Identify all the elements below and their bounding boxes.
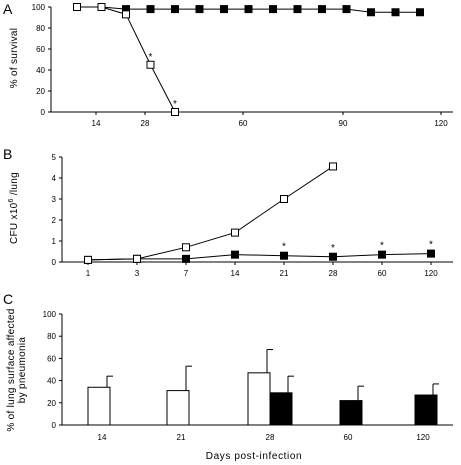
panel-c-y-tick-label: 100 [43, 310, 57, 319]
panel-a-y-tick-label: 0 [41, 108, 46, 117]
panel-b-series-1-point [182, 243, 190, 252]
panel-c-y-tick-label: 0 [52, 421, 57, 430]
panel-c-y-tick-label: 20 [47, 399, 56, 408]
panel-b-plot: 0 1 2 3 4 5 1 3 7 14 21 28 60 120 * * * * [52, 153, 453, 278]
panel-c-bar [87, 386, 111, 426]
panel-a-series-0-point [391, 8, 400, 17]
panel-b-ylabel: CFU x106 /lung [8, 172, 20, 244]
panel-c-bar [414, 394, 438, 426]
panel-b-x-tick-label: 21 [280, 269, 289, 278]
panel-b-significance-star: * [331, 243, 335, 254]
panel-b-y-tick-label: 1 [52, 237, 57, 246]
panel-a-y-tick-label: 80 [36, 24, 45, 33]
panel-c-plot: 0 20 40 60 80 100 14 21 28 60 120 [43, 310, 453, 442]
panel-a-series-0-point [367, 8, 375, 17]
panel-a-series-0-point [416, 8, 424, 17]
x-axis-label: Days post-infection [206, 451, 302, 462]
panel-b-series-0-point [427, 249, 435, 258]
panel-b-series-1-point [231, 228, 239, 237]
panel-a-series-1-point [122, 10, 130, 19]
panel-c-y-tick-label: 40 [47, 377, 56, 386]
panel-a-series-1-point [73, 3, 81, 11]
panel-a-letter: A [3, 1, 13, 17]
panel-b-series-0-point [378, 250, 386, 259]
panel-a-series-0-point [195, 5, 204, 14]
panel-b-x-tick-label: 7 [184, 269, 189, 278]
panel-b-series-1-point [329, 162, 337, 171]
panel-c-bar [166, 390, 190, 426]
panel-a-x-tick-label: 120 [434, 119, 448, 128]
panel-a-series-1-point [171, 108, 179, 116]
panel-b-x-tick-label: 120 [424, 269, 438, 278]
panel-b-significance-star: * [282, 242, 286, 253]
panel-a-x-tick-label: 90 [339, 119, 348, 128]
panel-c-bar [247, 372, 271, 426]
panel-c-x-tick-label: 60 [344, 433, 353, 442]
panel-b-y-tick-label: 5 [52, 153, 57, 162]
panel-a-series-1-line [77, 6, 176, 113]
panel-a-x-tick-label: 14 [92, 119, 101, 128]
panel-a-y-tick-label: 100 [32, 3, 46, 12]
panel-a-x-tick-label: 60 [239, 119, 248, 128]
panel-c-letter: C [3, 291, 13, 307]
panel-a-series-0-point [269, 5, 277, 14]
panel-a-significance-star: * [149, 52, 153, 63]
panel-a-y-tick-label: 40 [36, 66, 45, 75]
panel-b-series-0-point [182, 254, 190, 263]
panel-b-x-tick-label: 14 [231, 269, 240, 278]
panel-b-y-tick-label: 2 [52, 216, 57, 225]
panel-c-y-tick-label: 60 [47, 354, 56, 363]
panel-a-series-0-point [342, 5, 351, 14]
panel-c-x-tick-label: 28 [266, 433, 275, 442]
panel-a-series-0-point [318, 5, 326, 14]
panel-a-series-0-point [293, 5, 302, 14]
superscript: 6 [8, 198, 15, 202]
panel-b-series-0-line [87, 253, 432, 261]
panel-b-y-tick-label: 4 [52, 174, 57, 183]
panel-c-bar [339, 400, 363, 426]
panel-a-series-1-point [97, 3, 106, 11]
panel-b-x-tick-label: 60 [378, 269, 387, 278]
panel-b-x-tick-label: 1 [86, 269, 91, 278]
panel-b-x-tick-label: 3 [135, 269, 140, 278]
panel-c-ylabel-line1: % of lung surface affected [6, 308, 17, 431]
panel-b-series-0-point [231, 250, 239, 259]
panel-c-y-tick-label: 80 [47, 332, 56, 341]
panel-b-series-1-line [87, 166, 334, 261]
panel-c-x-tick-label: 120 [416, 433, 430, 442]
panel-c-bar [269, 392, 293, 426]
panel-a-x-tick-label: 28 [141, 119, 150, 128]
panel-b-letter: B [3, 146, 12, 162]
panel-a-plot: 0 20 40 60 80 100 14 28 60 90 120 * * [32, 3, 453, 128]
panel-a-series-0-point [244, 5, 253, 14]
panel-b-y-tick-label: 3 [52, 195, 57, 204]
panel-a-series-1-point [146, 60, 155, 69]
panel-a-y-tick-label: 20 [36, 87, 45, 96]
panel-a-series-0-point [146, 5, 155, 14]
panel-a-series-0-point [220, 5, 228, 14]
panel-c-x-tick-label: 21 [177, 433, 186, 442]
panel-b-y-tick-label: 0 [52, 258, 57, 267]
panel-b-significance-star: * [429, 240, 433, 251]
panel-b-series-1-point [280, 195, 288, 203]
panel-b-x-tick-label: 28 [329, 269, 338, 278]
panel-b-series-0-point [280, 251, 288, 260]
panel-b-series-1-point [133, 254, 141, 263]
panel-a-ylabel: % of survival [9, 28, 20, 89]
panel-c-x-tick-label: 14 [98, 433, 107, 442]
panel-b-significance-star: * [380, 241, 384, 252]
panel-a-significance-star: * [173, 99, 177, 110]
panel-b-series-0-point [329, 252, 337, 261]
panel-a-series-0-point [171, 5, 179, 14]
ylabel-rest: /lung [9, 172, 20, 198]
panel-c-ylabel-line2: by pneumonia [17, 337, 28, 404]
panel-b-series-1-point [84, 255, 92, 264]
panel-a-y-tick-label: 60 [36, 45, 45, 54]
